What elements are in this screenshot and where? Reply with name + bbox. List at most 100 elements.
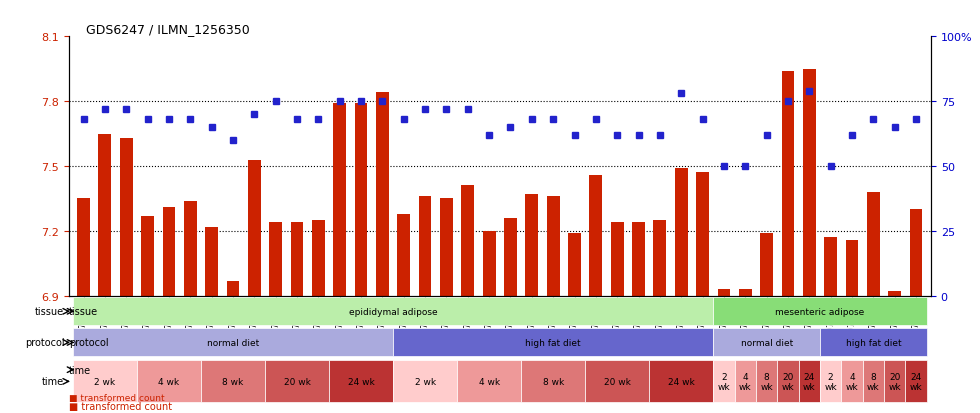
FancyBboxPatch shape	[756, 361, 777, 402]
Bar	[824, 238, 837, 296]
Bar	[632, 223, 645, 296]
Bar	[333, 104, 346, 296]
Text: 24 wk: 24 wk	[348, 377, 374, 386]
Text: epididymal adipose: epididymal adipose	[349, 307, 437, 316]
Text: 20
wk: 20 wk	[782, 372, 795, 391]
Bar	[675, 169, 688, 296]
Bar	[611, 223, 623, 296]
Text: ■ transformed count: ■ transformed count	[69, 393, 165, 402]
Text: 2 wk: 2 wk	[415, 377, 436, 386]
Bar	[525, 195, 538, 296]
Bar	[291, 223, 304, 296]
Bar	[760, 233, 773, 296]
Text: 8 wk: 8 wk	[222, 377, 244, 386]
Text: tissue: tissue	[69, 306, 98, 316]
Bar	[696, 173, 709, 296]
Text: 8
wk: 8 wk	[867, 372, 880, 391]
FancyBboxPatch shape	[777, 361, 799, 402]
Bar	[547, 197, 560, 296]
FancyBboxPatch shape	[393, 361, 457, 402]
FancyBboxPatch shape	[862, 361, 884, 402]
Text: tissue: tissue	[35, 306, 65, 316]
Bar	[462, 186, 474, 296]
Bar	[77, 199, 90, 296]
Text: 2
wk: 2 wk	[824, 372, 837, 391]
FancyBboxPatch shape	[457, 361, 521, 402]
FancyBboxPatch shape	[73, 298, 713, 325]
FancyBboxPatch shape	[73, 329, 393, 356]
Bar	[803, 69, 815, 296]
Bar	[909, 210, 922, 296]
FancyBboxPatch shape	[820, 361, 842, 402]
Text: 2
wk: 2 wk	[717, 372, 730, 391]
Bar	[504, 218, 516, 296]
Bar	[589, 175, 603, 296]
Bar	[226, 281, 239, 296]
FancyBboxPatch shape	[137, 361, 201, 402]
FancyBboxPatch shape	[393, 329, 713, 356]
Text: 4
wk: 4 wk	[846, 372, 858, 391]
FancyBboxPatch shape	[735, 361, 756, 402]
Text: 2 wk: 2 wk	[94, 377, 116, 386]
FancyBboxPatch shape	[201, 361, 265, 402]
Text: ■ transformed count: ■ transformed count	[69, 401, 172, 411]
FancyBboxPatch shape	[521, 361, 585, 402]
Bar	[888, 292, 902, 296]
FancyBboxPatch shape	[329, 361, 393, 402]
Text: GDS6247 / ILMN_1256350: GDS6247 / ILMN_1256350	[86, 23, 250, 36]
Bar	[141, 216, 154, 296]
FancyBboxPatch shape	[265, 361, 329, 402]
Bar	[418, 197, 431, 296]
Text: 24
wk: 24 wk	[803, 372, 815, 391]
Bar	[120, 138, 132, 296]
Text: 20 wk: 20 wk	[283, 377, 311, 386]
Bar	[568, 233, 581, 296]
Text: 8 wk: 8 wk	[543, 377, 564, 386]
Text: 4 wk: 4 wk	[159, 377, 179, 386]
Bar	[163, 208, 175, 296]
Bar	[248, 160, 261, 296]
Text: 24
wk: 24 wk	[909, 372, 922, 391]
Bar	[312, 221, 324, 296]
Bar	[739, 290, 752, 296]
Text: 24 wk: 24 wk	[668, 377, 695, 386]
Text: time: time	[42, 377, 65, 387]
Text: normal diet: normal diet	[741, 338, 793, 347]
Text: protocol: protocol	[24, 338, 65, 348]
Bar	[717, 290, 730, 296]
Text: 8
wk: 8 wk	[760, 372, 773, 391]
FancyBboxPatch shape	[906, 361, 927, 402]
Bar	[846, 240, 858, 296]
Text: 4 wk: 4 wk	[478, 377, 500, 386]
Text: protocol: protocol	[69, 338, 109, 348]
Text: mesenteric adipose: mesenteric adipose	[775, 307, 864, 316]
Text: time: time	[69, 365, 91, 375]
FancyBboxPatch shape	[820, 329, 927, 356]
FancyBboxPatch shape	[585, 361, 649, 402]
Bar	[440, 199, 453, 296]
FancyBboxPatch shape	[713, 361, 735, 402]
Bar	[270, 223, 282, 296]
FancyBboxPatch shape	[713, 329, 820, 356]
FancyBboxPatch shape	[799, 361, 820, 402]
Bar	[205, 227, 218, 296]
Text: high fat diet: high fat diet	[846, 338, 902, 347]
Bar	[654, 221, 666, 296]
Bar	[355, 104, 368, 296]
Text: 20
wk: 20 wk	[889, 372, 901, 391]
Text: normal diet: normal diet	[207, 338, 259, 347]
FancyBboxPatch shape	[842, 361, 862, 402]
Bar	[867, 192, 880, 296]
Bar	[184, 201, 197, 296]
Bar	[98, 134, 112, 296]
FancyBboxPatch shape	[884, 361, 906, 402]
Bar	[782, 72, 795, 296]
FancyBboxPatch shape	[713, 298, 927, 325]
Text: 20 wk: 20 wk	[604, 377, 631, 386]
Text: high fat diet: high fat diet	[525, 338, 581, 347]
Bar	[397, 214, 411, 296]
FancyBboxPatch shape	[73, 361, 137, 402]
Bar	[376, 93, 389, 296]
Text: 4
wk: 4 wk	[739, 372, 752, 391]
FancyBboxPatch shape	[649, 361, 713, 402]
